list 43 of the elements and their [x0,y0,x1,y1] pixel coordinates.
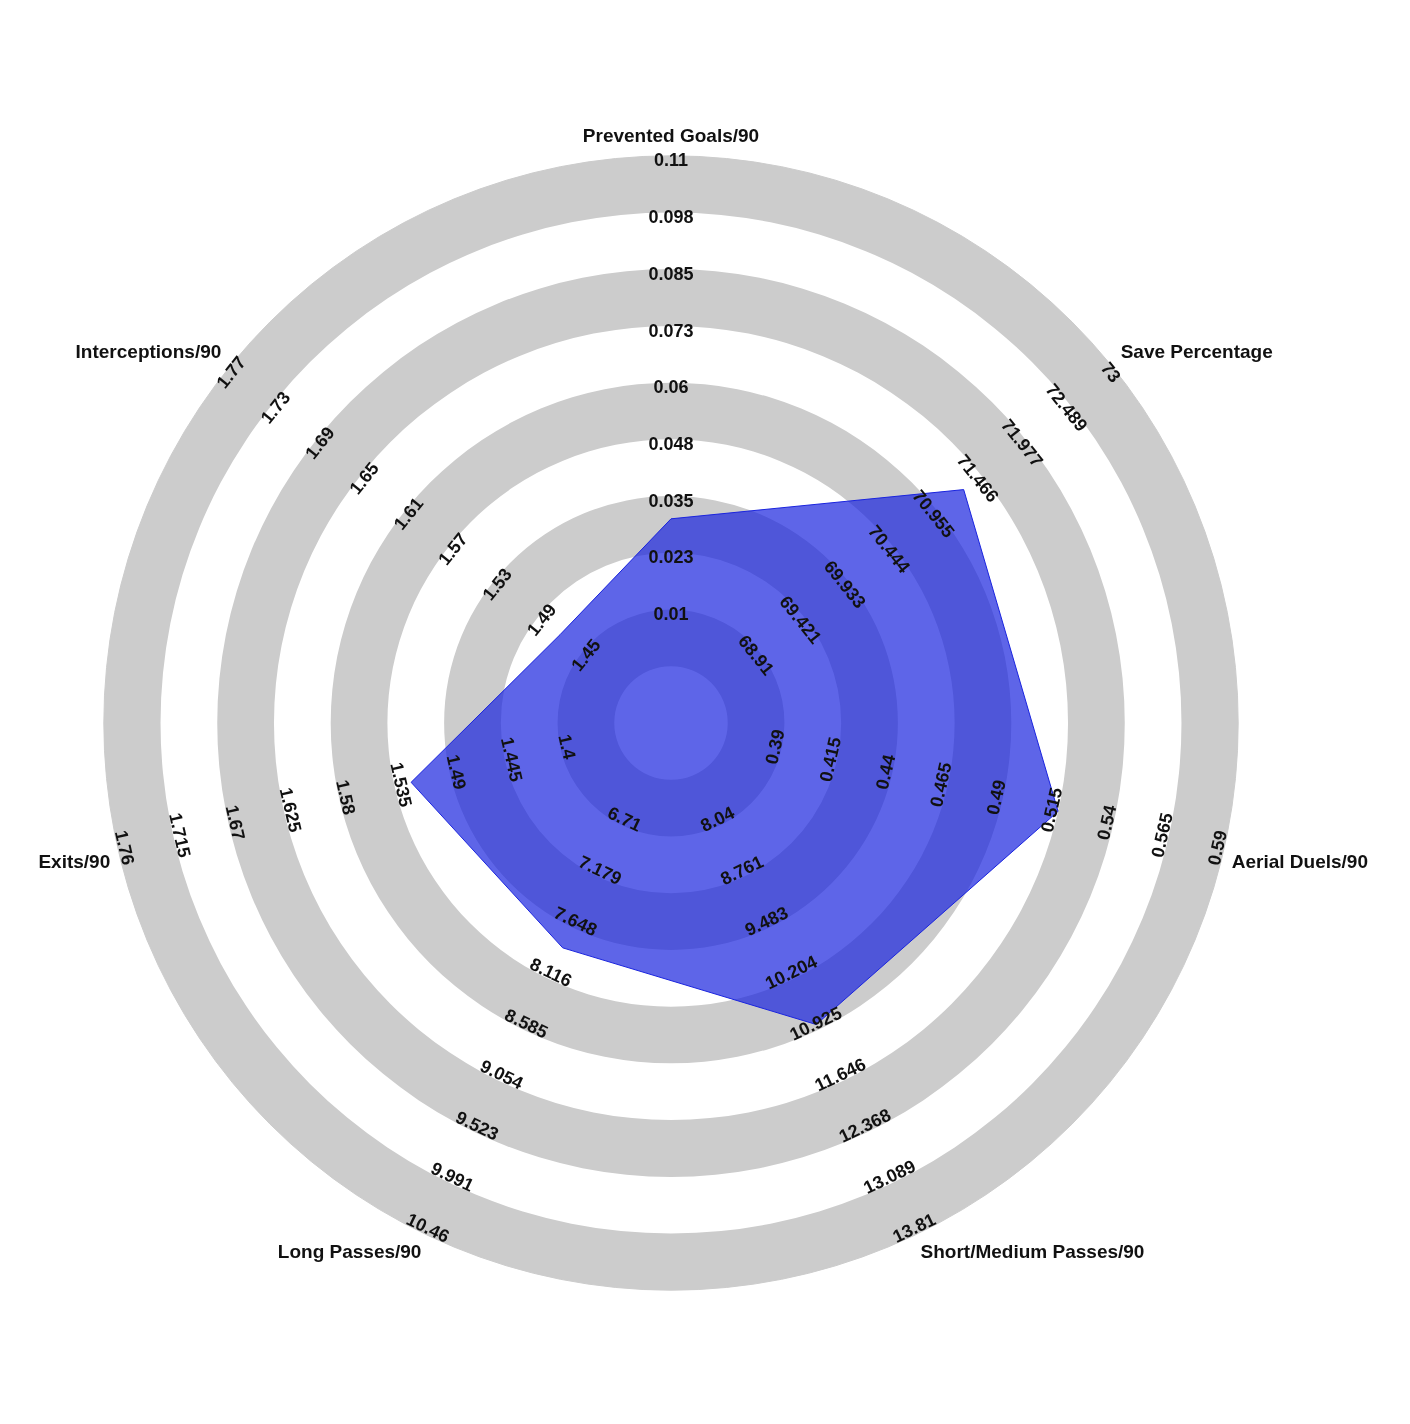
text: 1.76 [110,828,139,868]
text: 0.415 [815,735,846,784]
text: 1.535 [386,760,416,809]
spoke-label: Prevented Goals/90 [582,124,760,146]
spoke-label: Exits/90 [38,850,111,872]
spoke-label: Short/Medium Passes/90 [920,1240,1145,1262]
text: 0.39 [761,727,789,767]
text: 8.761 [717,851,767,890]
text: 1.67 [221,803,249,842]
text: 9.991 [427,1158,478,1196]
text: 9.483 [741,902,792,941]
text: 1.625 [275,785,306,835]
text: 1.715 [165,810,195,860]
text: 9.054 [477,1055,527,1094]
spoke-label: Long Passes/90 [277,1240,422,1262]
text: 0.565 [1147,810,1177,860]
text: 1.4 [554,732,580,762]
text: 1.49 [442,752,470,792]
text: 8.585 [501,1004,551,1043]
text: 0.515 [1036,785,1067,835]
text: 0.035 [648,490,694,511]
text: 8.04 [697,802,738,836]
text: 0.048 [648,434,694,455]
text: 0.59 [1203,828,1232,868]
text: 0.06 [653,377,689,398]
text: 0.085 [648,263,694,284]
text: 7.648 [550,902,601,941]
text: 0.01 [653,604,689,625]
text: 0.44 [872,752,900,792]
text: 9.523 [452,1106,502,1145]
spoke-label: Aerial Duels/90 [1231,850,1369,872]
text: 8.116 [526,953,576,992]
text: 0.54 [1093,803,1121,842]
text: 1.58 [332,777,360,817]
text: 0.023 [648,547,694,568]
text: 7.179 [575,851,625,890]
text: 0.098 [648,207,694,228]
text: 0.49 [982,777,1010,817]
text: 0.11 [653,150,689,171]
text: 0.073 [648,320,694,341]
text: 0.465 [926,760,956,809]
text: 1.445 [496,735,527,784]
text: 6.71 [604,802,645,836]
